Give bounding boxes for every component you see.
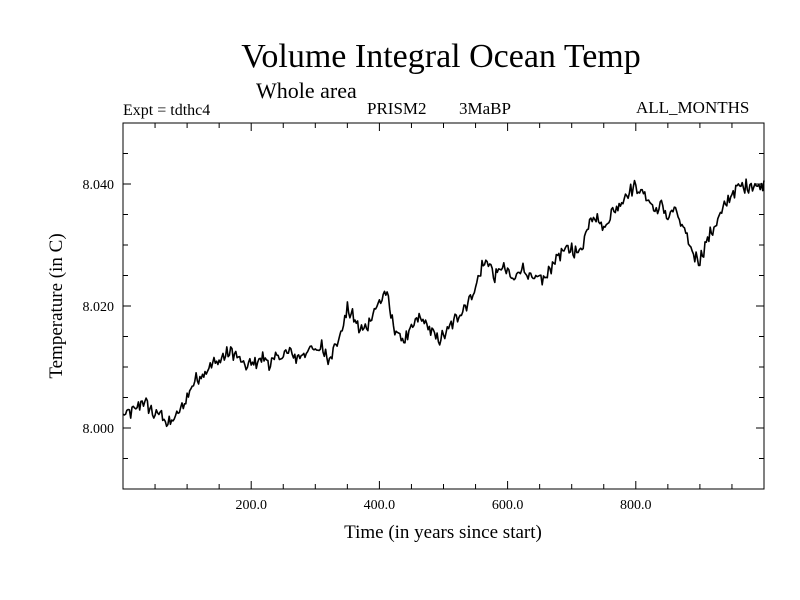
chart-title: Volume Integral Ocean Temp (241, 38, 641, 75)
y-tick-labels: 8.000 8.020 8.040 (83, 178, 115, 437)
y-tick-label: 8.040 (83, 178, 115, 193)
temperature-series-line (122, 178, 765, 428)
x-axis-label: Time (in years since start) (344, 522, 542, 543)
age-label: 3MaBP (459, 99, 511, 118)
months-label: ALL_MONTHS (636, 98, 750, 117)
axis-ticks (123, 123, 764, 489)
x-tick-label: 400.0 (364, 498, 396, 513)
chart-subtitle: Whole area (256, 78, 357, 103)
plot-frame (122, 122, 765, 490)
x-tick-label: 800.0 (620, 498, 652, 513)
x-tick-label: 200.0 (235, 498, 267, 513)
model-label: PRISM2 (367, 99, 427, 118)
y-tick-label: 8.000 (83, 422, 115, 437)
y-axis-label: Temperature (in C) (46, 233, 67, 378)
experiment-label: Expt = tdthc4 (123, 102, 211, 119)
x-tick-labels: 200.0 400.0 600.0 800.0 (235, 498, 651, 513)
x-tick-label: 600.0 (492, 498, 524, 513)
y-tick-label: 8.020 (83, 300, 115, 315)
